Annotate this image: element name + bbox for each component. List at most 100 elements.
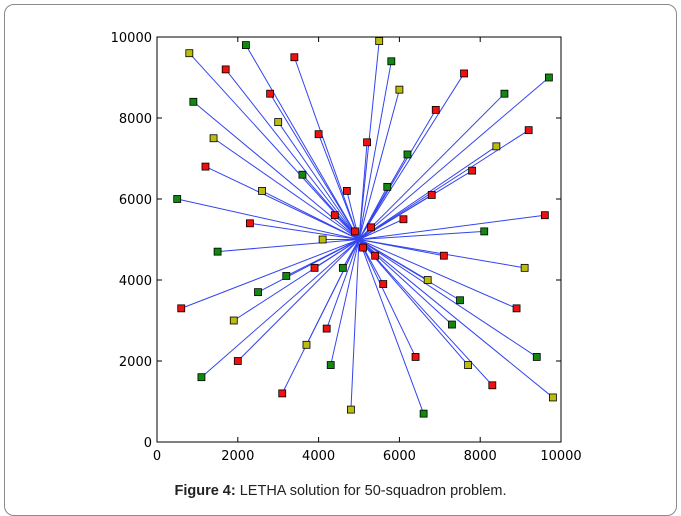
route-line xyxy=(233,239,360,321)
data-point-red xyxy=(359,243,367,252)
x-tick-label: 10000 xyxy=(540,449,581,464)
data-point-red xyxy=(246,219,254,228)
data-point-red xyxy=(322,324,331,333)
data-point-red xyxy=(314,130,323,139)
route-line xyxy=(358,218,404,240)
data-point-red xyxy=(540,211,549,220)
route-line xyxy=(358,239,493,386)
x-tick-label: 8000 xyxy=(464,449,497,464)
y-tick-label: 0 xyxy=(144,436,152,451)
route-line xyxy=(217,239,360,253)
data-point-green xyxy=(480,227,489,236)
data-point-green xyxy=(241,41,250,49)
route-line xyxy=(177,198,360,240)
route-line xyxy=(237,239,360,362)
data-point-yellow xyxy=(318,235,327,244)
data-point-green xyxy=(456,296,464,305)
data-point-red xyxy=(371,251,380,260)
route-line xyxy=(286,239,360,277)
data-point-green xyxy=(189,97,198,106)
y-tick-label: 6000 xyxy=(119,193,152,208)
data-point-green xyxy=(387,57,396,66)
data-point-green xyxy=(213,247,222,256)
data-point-green xyxy=(282,272,291,280)
y-tick-label: 2000 xyxy=(119,355,152,370)
data-point-green xyxy=(197,373,206,382)
data-point-red xyxy=(431,106,440,114)
data-point-yellow xyxy=(347,405,355,414)
route-line xyxy=(358,93,505,240)
data-point-green xyxy=(298,170,307,179)
route-line xyxy=(213,137,360,240)
route-line xyxy=(358,239,425,414)
route-line xyxy=(358,239,428,281)
route-line xyxy=(358,239,538,358)
data-point-green xyxy=(173,195,182,203)
data-point-red xyxy=(290,53,299,62)
data-point-yellow xyxy=(492,142,501,151)
y-tick-label: 8000 xyxy=(119,112,152,127)
data-point-green xyxy=(419,409,428,418)
data-point-red xyxy=(351,227,359,236)
route-line xyxy=(269,93,360,240)
data-point-yellow xyxy=(258,186,266,195)
data-point-green xyxy=(338,263,347,272)
route-line xyxy=(358,129,529,240)
figure-caption: Figure 4: LETHA solution for 50-squadron… xyxy=(0,483,681,499)
data-point-green xyxy=(254,288,262,297)
data-point-red xyxy=(330,211,339,220)
route-line xyxy=(201,239,360,378)
markers-layer xyxy=(173,37,557,418)
route-line xyxy=(277,121,360,240)
data-point-yellow xyxy=(423,276,432,284)
route-line xyxy=(358,170,473,240)
route-line xyxy=(358,145,497,240)
route-line xyxy=(358,73,465,240)
y-tick-label: 4000 xyxy=(119,274,152,289)
data-point-green xyxy=(544,73,553,82)
y-tick-label: 10000 xyxy=(111,31,152,46)
data-point-yellow xyxy=(375,37,384,45)
data-point-green xyxy=(500,89,509,98)
data-point-green xyxy=(403,150,412,159)
data-point-yellow xyxy=(520,263,529,272)
scatter-plot: 0 2000 4000 6000 8000 10000 0 2000 4000 6000 8000 1… xyxy=(111,31,582,464)
x-tick-label: 0 xyxy=(153,449,161,464)
route-line xyxy=(188,52,360,240)
data-point-red xyxy=(524,126,533,135)
x-tick-label: 6000 xyxy=(383,449,416,464)
caption-label: Figure 4: xyxy=(174,483,236,499)
route-line xyxy=(326,239,360,329)
data-point-yellow xyxy=(274,118,283,126)
data-point-red xyxy=(439,251,448,260)
route-line xyxy=(358,214,545,240)
data-point-green xyxy=(448,320,456,329)
route-line xyxy=(350,239,360,410)
data-point-red xyxy=(342,186,351,195)
route-line xyxy=(358,230,485,240)
data-point-yellow xyxy=(229,316,238,325)
data-point-red xyxy=(379,280,388,288)
data-point-red xyxy=(488,381,497,390)
route-line xyxy=(306,239,360,346)
route-line xyxy=(358,77,550,240)
route-line xyxy=(358,239,554,398)
route-line xyxy=(358,186,388,240)
routes-layer xyxy=(177,40,554,414)
data-point-red xyxy=(221,65,230,74)
data-point-red xyxy=(266,89,275,98)
route-line xyxy=(181,239,360,309)
route-line xyxy=(330,239,360,366)
data-point-red xyxy=(278,389,287,398)
data-point-yellow xyxy=(209,134,218,143)
data-point-red xyxy=(310,263,319,272)
data-point-red xyxy=(460,69,468,78)
x-tick-label: 4000 xyxy=(302,449,335,464)
x-tick-label: 2000 xyxy=(221,449,254,464)
ticks-layer: 0 2000 4000 6000 8000 10000 0 2000 4000 6000 8000 1… xyxy=(111,31,582,464)
data-point-red xyxy=(201,162,210,171)
route-line xyxy=(249,222,360,240)
data-point-red xyxy=(427,191,436,199)
route-line xyxy=(358,61,392,240)
data-point-red xyxy=(363,138,371,147)
